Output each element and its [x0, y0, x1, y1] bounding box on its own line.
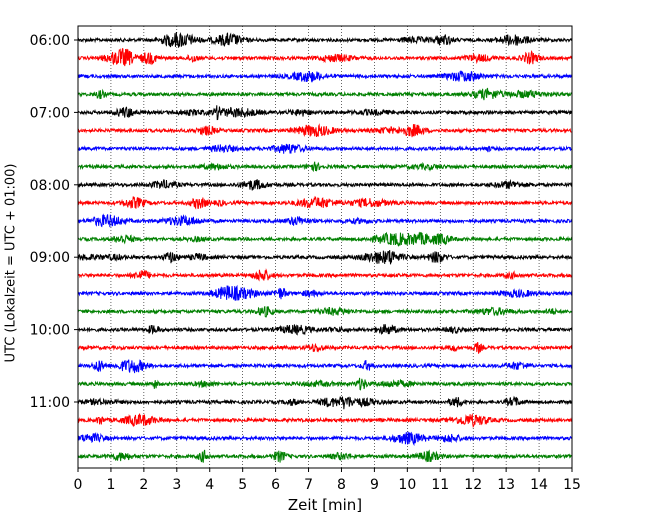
trace-0615 — [77, 47, 573, 67]
y-tick-label-0800: 08:00 — [30, 178, 70, 194]
y-axis-label: UTC (Lokalzeit = UTC + 01:00) — [4, 164, 19, 363]
trace-1100 — [77, 395, 573, 410]
trace-1000 — [77, 324, 573, 336]
x-tick-label-2: 2 — [139, 477, 148, 493]
trace-0600 — [77, 31, 573, 48]
trace-0930 — [77, 284, 573, 301]
trace-0830 — [77, 213, 573, 228]
y-tick-label-0600: 06:00 — [30, 33, 70, 49]
trace-0945 — [77, 306, 573, 318]
trace-1130 — [77, 431, 573, 447]
trace-1115 — [77, 413, 573, 429]
x-tick-label-0: 0 — [74, 477, 83, 493]
trace-0815 — [77, 195, 573, 210]
x-tick-label-7: 7 — [304, 477, 313, 493]
trace-0915 — [77, 268, 573, 282]
x-tick-label-15: 15 — [563, 477, 581, 493]
x-axis-ticks: 0 1 2 3 4 5 6 7 8 9 10 11 12 13 14 15 — [74, 468, 581, 493]
x-tick-label-11: 11 — [431, 477, 449, 493]
x-tick-label-6: 6 — [271, 477, 280, 493]
x-tick-label-4: 4 — [205, 477, 214, 493]
x-tick-label-10: 10 — [398, 477, 416, 493]
x-axis-label: Zeit [min] — [288, 496, 362, 514]
y-axis-ticks: 06:00 07:00 08:00 09:00 10:00 11:00 — [30, 33, 78, 411]
y-tick-label-0700: 07:00 — [30, 105, 70, 121]
x-tick-label-9: 9 — [370, 477, 379, 493]
y-tick-label-0900: 09:00 — [30, 250, 70, 266]
trace-0715 — [77, 123, 573, 138]
x-tick-label-8: 8 — [337, 477, 346, 493]
plot-frame — [77, 25, 573, 469]
x-tick-label-3: 3 — [172, 477, 181, 493]
x-tick-label-14: 14 — [530, 477, 548, 493]
trace-0645 — [77, 87, 573, 101]
trace-0630 — [77, 70, 573, 83]
x-tick-label-13: 13 — [497, 477, 515, 493]
seismogram-traces — [77, 31, 573, 463]
trace-0800 — [77, 178, 573, 191]
trace-0730 — [77, 143, 573, 154]
x-tick-label-5: 5 — [238, 477, 247, 493]
trace-1015 — [77, 342, 573, 354]
trace-0700 — [77, 105, 573, 121]
x-tick-label-1: 1 — [106, 477, 115, 493]
y-tick-label-1000: 10:00 — [30, 323, 70, 339]
y-tick-label-1100: 11:00 — [30, 395, 70, 411]
trace-0745 — [77, 161, 573, 173]
trace-0845 — [77, 231, 573, 247]
trace-1145 — [77, 449, 573, 463]
trace-1045 — [77, 377, 573, 391]
trace-0900 — [77, 249, 573, 265]
trace-1030 — [77, 359, 573, 374]
x-tick-label-12: 12 — [464, 477, 482, 493]
